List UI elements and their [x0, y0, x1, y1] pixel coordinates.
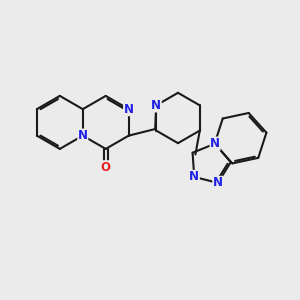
Text: N: N: [213, 176, 223, 189]
Text: N: N: [124, 103, 134, 116]
Text: N: N: [189, 170, 199, 184]
Text: N: N: [151, 99, 161, 112]
Text: N: N: [210, 137, 220, 150]
Text: N: N: [78, 129, 88, 142]
Text: O: O: [101, 161, 111, 174]
